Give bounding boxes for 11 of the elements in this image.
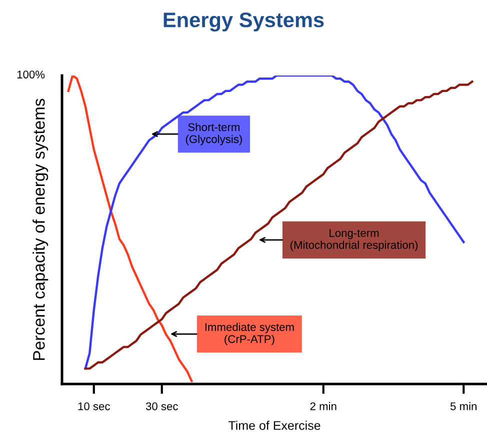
y-axis-title: Percent capacity of energy systems [32,98,48,360]
chart-title: Energy Systems [164,12,324,32]
text: 100% [17,70,45,78]
x-axis-title: Time of Exercise [228,420,320,430]
x-tick-label: 5 min [450,402,476,410]
x-tick-label: 10 sec [78,402,110,410]
x-tick-label: 30 sec [146,402,178,410]
annotation: Short-term (Glycolysis) [186,122,242,146]
x-tick-label: 2 min [310,402,336,410]
annotation: Long-term (Mitochondrial respiration) [290,229,418,252]
annotation: Immediate system (CrP-ATP) [205,322,294,346]
